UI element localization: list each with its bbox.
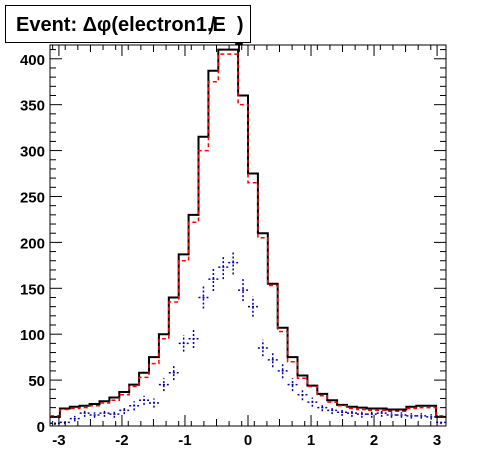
y-tick-label: 400 [20,52,45,69]
axis-layer: -3 -2 -1 0 1 2 3 0 50 100 150 200 250 300 350 400 [20,45,446,449]
chart-title-box: Event: Δφ(electron1,̸E T) [5,5,251,55]
histogram-series-dashed [50,53,446,417]
y-tick-label: 0 [37,419,45,436]
chart-title: Event: Δφ(electron1,̸E T) [16,14,244,55]
x-tick-label: -2 [115,432,128,449]
y-tick-label: 200 [20,235,45,252]
y-tick-label: 350 [20,98,45,115]
y-tick-label: 150 [20,281,45,298]
y-tick-label: 250 [20,189,45,206]
x-tick-label: -1 [178,432,191,449]
x-tick-label: 3 [433,432,441,449]
y-tick-label: 100 [20,327,45,344]
x-tick-label: 0 [244,432,252,449]
chart-title-main: Event: Δφ(electron1,̸E [16,14,226,36]
x-tick-label: -3 [52,432,65,449]
histogram-series-solid [50,48,446,418]
y-tick-label: 50 [28,373,45,390]
y-tick-label: 300 [20,144,45,161]
chart-title-tail: ) [236,14,244,36]
chart-title-subscript: T [235,40,243,55]
series-layer [50,48,446,426]
x-tick-label: 2 [370,432,378,449]
x-tick-label: 1 [307,432,315,449]
